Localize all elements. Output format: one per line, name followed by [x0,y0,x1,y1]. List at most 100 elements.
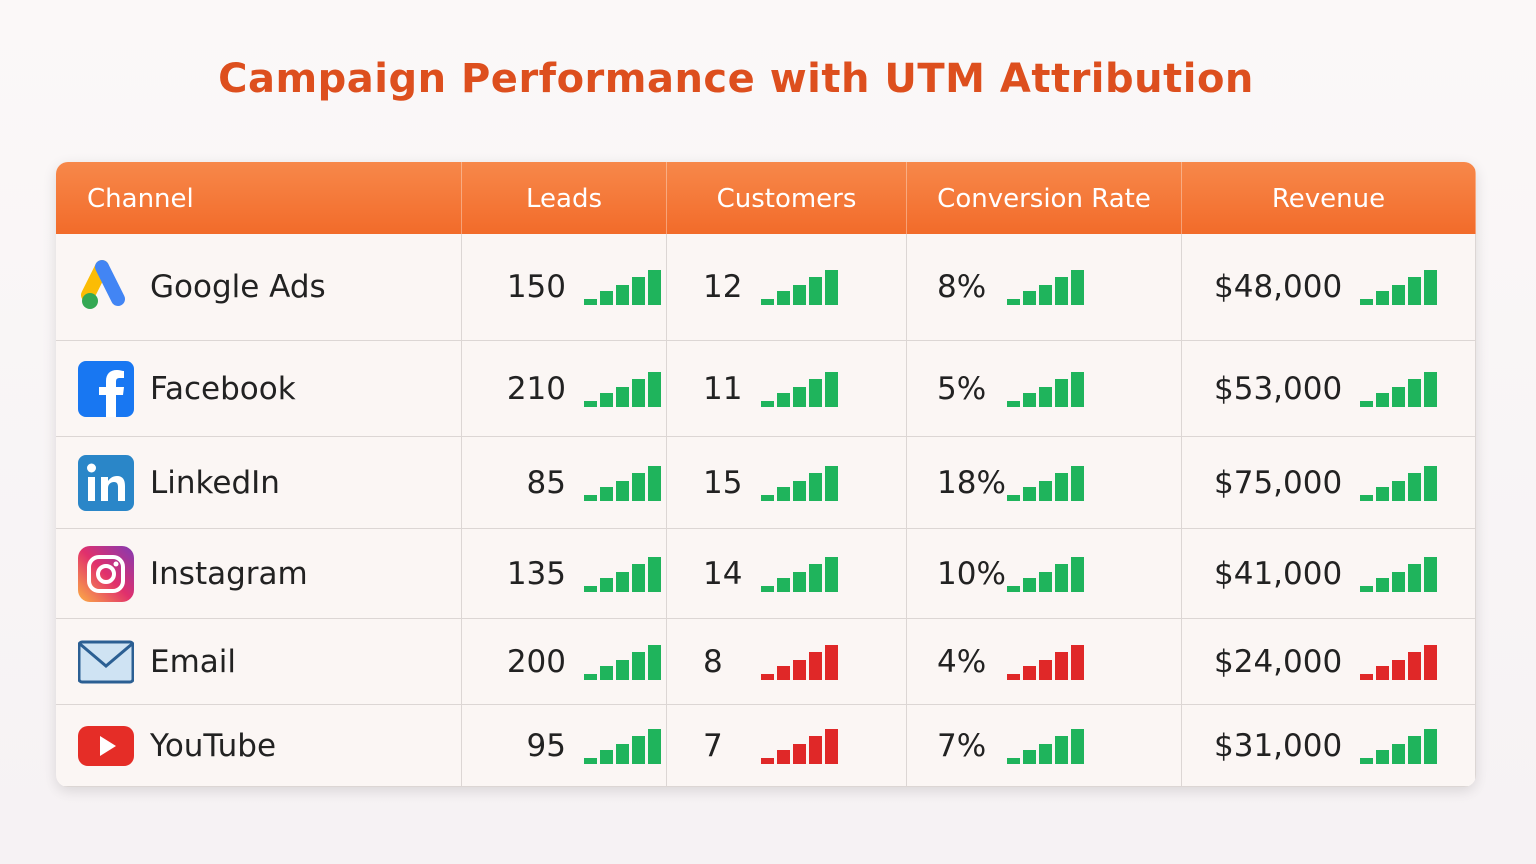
trend-bar [793,386,806,407]
title: Campaign Performance with UTM Attributio… [218,56,1254,102]
trend-bar [809,378,822,407]
metric-value: 11 [703,370,743,407]
channel-cell: Google Ads [56,234,462,341]
metric-value: 8% [937,269,987,305]
column-header: Customers [667,162,907,234]
trend-bar [1071,556,1084,592]
trend-bar [1023,665,1036,680]
trend-bar [1376,665,1390,680]
metric-cell: 11 [667,341,907,437]
metric-value: 15 [703,464,743,501]
trend-bar [1071,465,1084,501]
trend-bar [584,673,597,680]
column-header: Revenue [1182,162,1476,234]
channel-icon [78,545,134,602]
trend-bar [1424,465,1438,501]
trend-bar [648,556,661,592]
metric-cell: 5% [907,341,1182,437]
trend-bar [600,665,613,680]
trend-bar [616,659,629,680]
trend-bar [1007,757,1020,764]
metric-cell: 18% [907,437,1182,529]
channel-cell: LinkedIn [56,437,462,529]
trend-bar [616,743,629,764]
trend-bar [648,371,661,407]
channel-cell: YouTube [56,705,462,787]
trend-bar [1376,577,1390,592]
trend-bar [1424,644,1438,680]
trend-bars [584,556,661,592]
trend-bar [825,728,838,764]
trend-bars [1360,556,1438,592]
channel-name: LinkedIn [150,464,280,501]
metric-cell: 210 [462,341,667,437]
trend-bar [1360,299,1374,305]
trend-bar [825,371,838,407]
trend-bar [584,299,597,305]
trend-bar [1071,270,1084,305]
metric-cell: 8 [667,619,907,705]
trend-bars [584,728,661,764]
metric-cell: 7 [667,705,907,787]
trend-bar [632,378,645,407]
channel-name: Facebook [150,370,296,407]
trend-bar [1392,480,1406,501]
trend-bar [1071,371,1084,407]
channel-name: Email [150,643,237,680]
trend-bars [584,644,661,680]
trend-bar [1376,486,1390,501]
trend-bar [793,743,806,764]
trend-bar [648,644,661,680]
trend-bar [1376,291,1390,305]
trend-bars [1360,644,1438,680]
column-header: Conversion Rate [907,162,1182,234]
table: Channel Leads Customers Conversion Rate Reve… [56,162,1476,787]
metric-cell: 7% [907,705,1182,787]
trend-bar [793,285,806,305]
trend-bar [1071,728,1084,764]
trend-bar [1376,392,1390,407]
trend-bar [1392,743,1406,764]
trend-bar [1007,494,1020,501]
channel-name: Instagram [150,555,308,592]
trend-bar [1376,749,1390,764]
metric-value: 18% [937,464,1006,501]
trend-bar [1039,743,1052,764]
trend-bar [809,651,822,680]
trend-bar [825,270,838,305]
trend-bar [1055,277,1068,305]
trend-bar [632,277,645,305]
trend-bar [777,577,790,592]
trend-bar [648,465,661,501]
trend-bar [1007,673,1020,680]
trend-bar [761,673,774,680]
trend-bar [1360,400,1374,407]
trend-bars [1007,644,1084,680]
trend-bar [809,563,822,592]
trend-bar [584,585,597,592]
metric-cell: 200 [462,619,667,705]
channel-cell: Instagram [56,529,462,619]
trend-bar [1360,494,1374,501]
trend-bar [1055,651,1068,680]
trend-bar [632,735,645,764]
metric-cell: 150 [462,234,667,341]
channel-icon [78,718,134,774]
trend-bar [809,735,822,764]
metric-value: $24,000 [1214,643,1343,680]
trend-bar [632,563,645,592]
metric-value: 85 [526,464,566,501]
trend-bar [777,291,790,305]
trend-bar [777,486,790,501]
trend-bar [1424,270,1438,305]
trend-bar [1424,728,1438,764]
trend-bar [600,749,613,764]
trend-bars [1007,465,1084,501]
trend-bar [761,494,774,501]
metric-cell: $48,000 [1182,234,1476,341]
trend-bar [1055,378,1068,407]
trend-bar [1408,651,1422,680]
trend-bars [1007,728,1084,764]
trend-bar [1055,472,1068,501]
channel-cell: Email [56,619,462,705]
